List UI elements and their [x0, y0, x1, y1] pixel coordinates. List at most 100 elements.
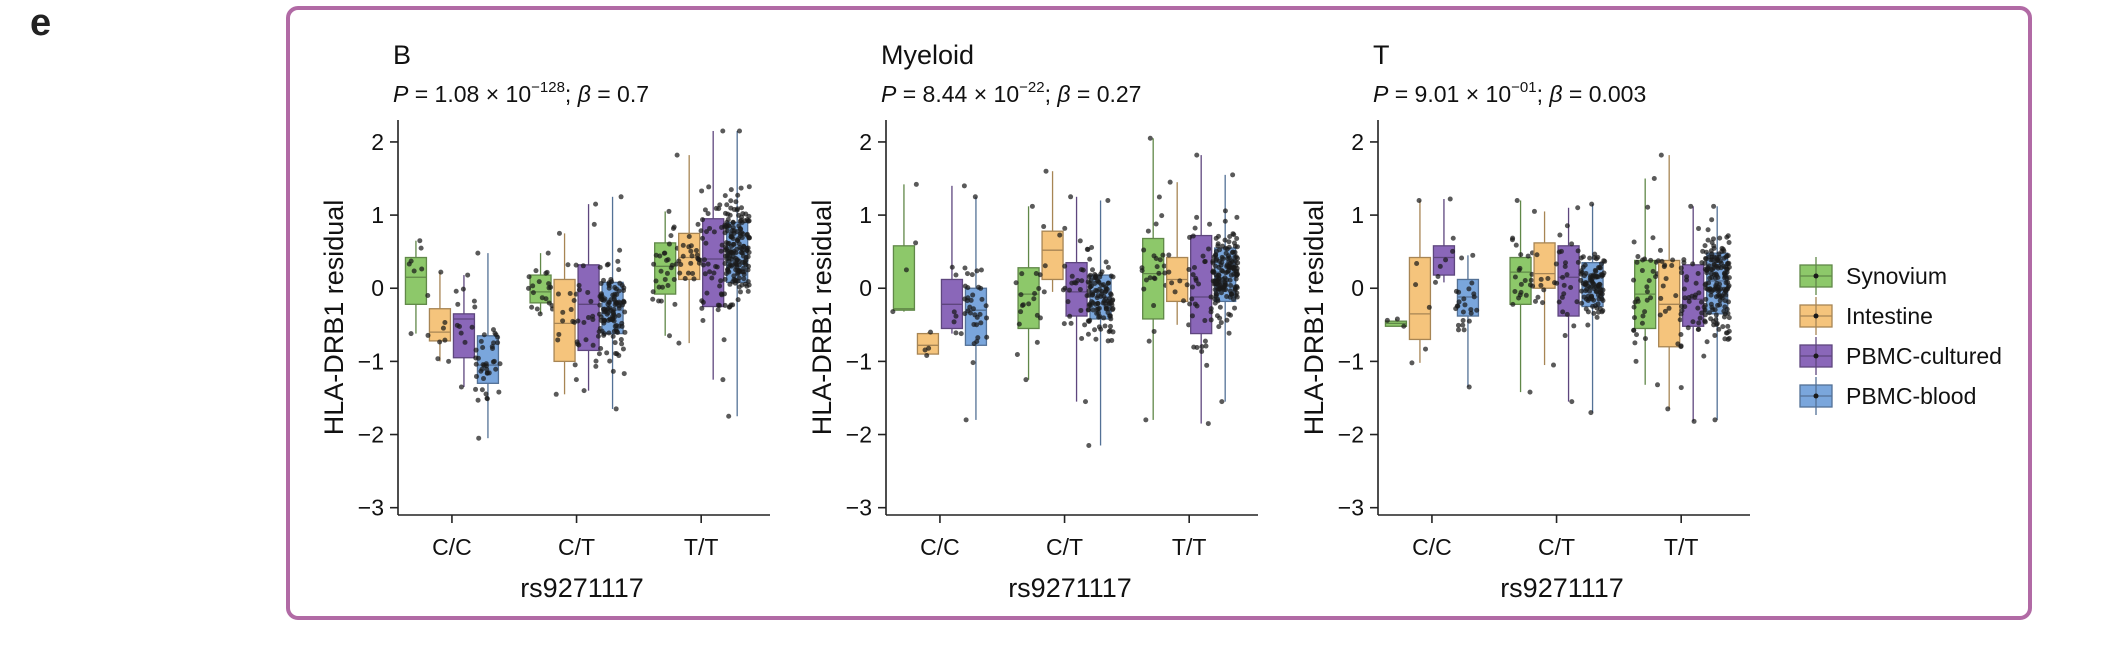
data-point: [605, 310, 611, 316]
data-point: [481, 362, 487, 368]
data-point: [1204, 362, 1210, 368]
data-point: [590, 342, 596, 348]
data-point: [491, 340, 497, 346]
stat-beta-symbol: β: [1056, 81, 1070, 107]
data-point: [618, 194, 624, 200]
data-point: [714, 264, 720, 270]
data-point: [1189, 313, 1195, 319]
data-point: [965, 285, 971, 291]
data-point: [1192, 225, 1198, 231]
data-point: [738, 185, 744, 191]
data-point: [713, 205, 719, 211]
data-point: [568, 307, 574, 313]
data-point: [1101, 315, 1107, 321]
data-point: [616, 313, 622, 319]
data-point: [903, 267, 909, 273]
data-point: [1096, 324, 1102, 330]
data-point: [1559, 294, 1565, 300]
data-point: [585, 289, 591, 295]
data-point: [707, 225, 713, 231]
data-point: [735, 192, 741, 198]
y-tick-label: −3: [358, 495, 384, 521]
legend: Synovium Intestine PBMC-cultured PBMC-blood: [1799, 257, 2002, 415]
data-point: [685, 270, 691, 276]
data-point: [1166, 252, 1172, 258]
data-point: [1724, 266, 1730, 272]
data-point: [1034, 339, 1040, 345]
data-point: [1704, 267, 1710, 273]
data-point: [591, 221, 597, 227]
data-point: [1512, 274, 1518, 280]
box-iqr: [1533, 242, 1556, 289]
data-point: [1569, 241, 1575, 247]
box-intestine: [1408, 197, 1432, 366]
box-intestine: [425, 269, 452, 364]
data-point: [1229, 250, 1235, 256]
data-point: [741, 269, 747, 275]
data-point: [610, 333, 616, 339]
data-point: [725, 216, 731, 222]
data-point: [1640, 313, 1646, 319]
data-point: [1062, 263, 1068, 269]
y-tick-label: 0: [371, 275, 384, 301]
box-iqr: [1456, 278, 1480, 317]
data-point: [951, 309, 957, 315]
legend-label: PBMC-blood: [1846, 383, 1976, 409]
data-point: [705, 261, 711, 267]
data-point: [974, 268, 980, 274]
y-tick-label: −2: [1338, 422, 1364, 448]
box-iqr: [1041, 230, 1064, 281]
data-point: [711, 270, 717, 276]
box-intestine: [1162, 179, 1192, 328]
data-point: [1152, 276, 1158, 282]
data-point: [573, 262, 579, 268]
data-point: [1681, 286, 1687, 292]
data-point: [612, 323, 618, 329]
data-point: [1086, 274, 1092, 280]
data-point: [1219, 260, 1225, 266]
data-point: [658, 298, 664, 304]
legend-label: Synovium: [1846, 263, 1947, 289]
data-point: [715, 302, 721, 308]
data-point: [1578, 268, 1584, 274]
data-point: [1086, 288, 1092, 294]
data-point: [478, 338, 484, 344]
data-point: [1514, 197, 1520, 203]
data-point: [539, 295, 545, 301]
data-point: [1219, 399, 1225, 405]
box-pbmc-blood: [473, 250, 503, 441]
data-point: [1722, 275, 1728, 281]
data-point: [1460, 317, 1466, 323]
data-point: [495, 340, 501, 346]
box-intestine: [1530, 208, 1558, 368]
data-point: [537, 311, 543, 317]
data-point: [1147, 135, 1153, 141]
box-synovium: [1384, 316, 1408, 329]
data-point: [556, 230, 562, 236]
data-point: [1599, 272, 1605, 278]
data-point: [1575, 248, 1581, 254]
data-point: [533, 268, 539, 274]
data-point: [1222, 208, 1228, 214]
data-point: [739, 220, 745, 226]
data-point: [722, 302, 728, 308]
data-point: [1086, 302, 1092, 308]
data-point: [1655, 382, 1661, 388]
data-point: [1223, 270, 1229, 276]
data-point: [1234, 268, 1240, 274]
data-point: [1097, 274, 1103, 280]
data-point: [747, 235, 753, 241]
y-tick-label: 1: [371, 202, 384, 228]
data-point: [730, 241, 736, 247]
data-point: [720, 377, 726, 383]
data-point: [1585, 293, 1591, 299]
data-point: [1194, 214, 1200, 220]
figure-frame: [286, 6, 2032, 620]
data-point: [1642, 336, 1648, 342]
data-point: [1154, 264, 1160, 270]
x-axis-label: rs9271117: [520, 573, 644, 603]
data-point: [1583, 306, 1589, 312]
data-point: [1646, 278, 1652, 284]
data-point: [483, 391, 489, 397]
data-point: [724, 228, 730, 234]
